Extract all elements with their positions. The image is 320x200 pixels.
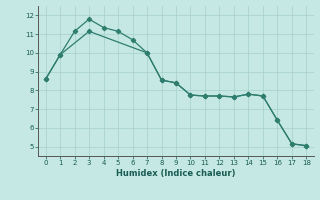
X-axis label: Humidex (Indice chaleur): Humidex (Indice chaleur) — [116, 169, 236, 178]
